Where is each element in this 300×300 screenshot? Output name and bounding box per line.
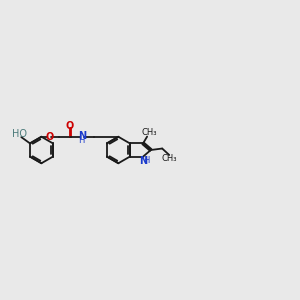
Text: CH₃: CH₃ xyxy=(141,128,157,137)
Text: CH₃: CH₃ xyxy=(161,154,177,163)
Text: N: N xyxy=(139,156,147,166)
Text: H: H xyxy=(79,136,85,145)
Text: N: N xyxy=(78,131,86,141)
Text: O: O xyxy=(45,132,53,142)
Text: O: O xyxy=(65,121,74,131)
Text: HO: HO xyxy=(12,129,27,139)
Text: H: H xyxy=(143,156,150,165)
